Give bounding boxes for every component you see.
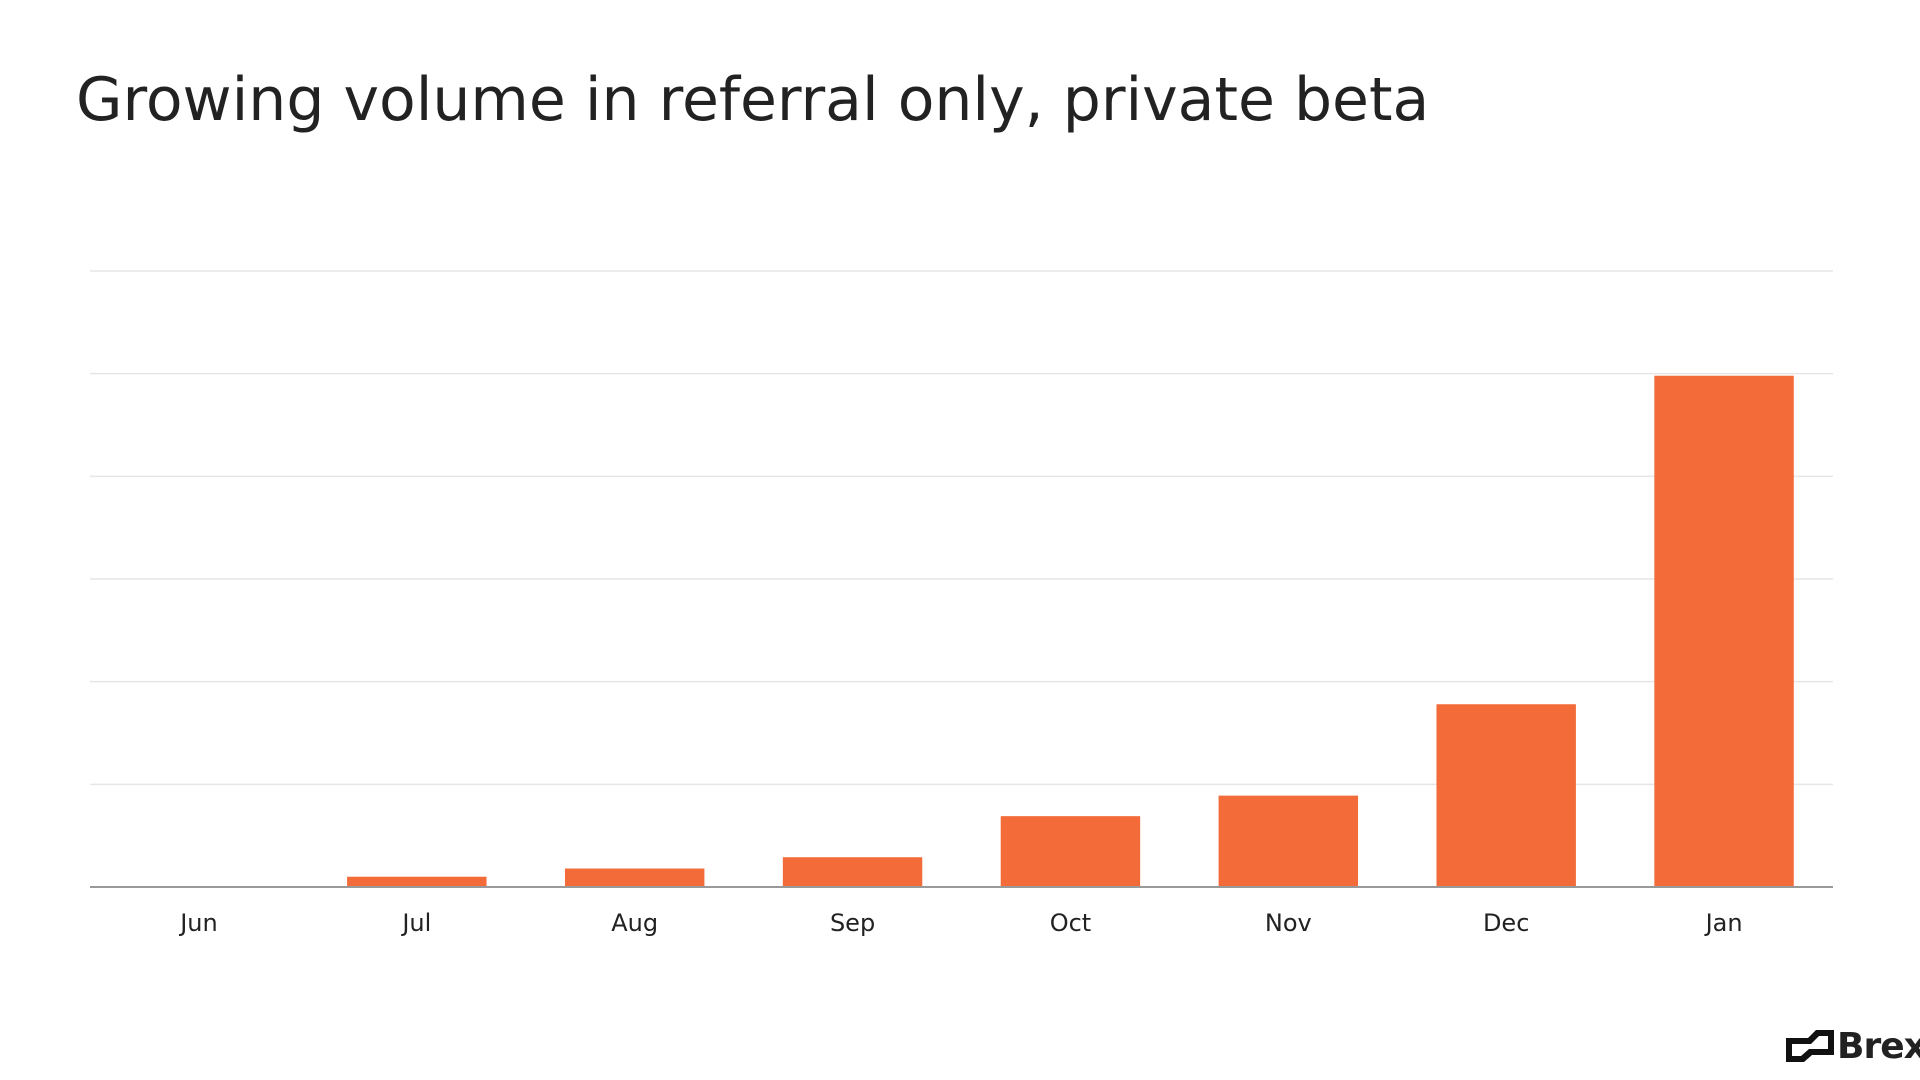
bar xyxy=(564,868,705,887)
x-tick-label: Oct xyxy=(1050,909,1092,937)
x-tick-label: Jun xyxy=(178,909,218,937)
x-tick-label: Aug xyxy=(611,909,658,937)
bar xyxy=(1218,795,1359,887)
bar xyxy=(1000,816,1141,887)
x-tick-label: Jan xyxy=(1704,909,1743,937)
x-tick-label: Jul xyxy=(400,909,431,937)
logo-icon xyxy=(1786,1030,1834,1062)
x-tick-label: Sep xyxy=(830,909,875,937)
bar xyxy=(1654,375,1794,887)
logo-text: Brex xyxy=(1837,1026,1920,1067)
x-tick-label: Dec xyxy=(1483,909,1529,937)
bar xyxy=(347,876,487,887)
brex-logo: Brex xyxy=(1786,1026,1920,1067)
bar xyxy=(1436,704,1576,887)
chart-title: Growing volume in referral only, private… xyxy=(76,65,1429,135)
x-tick-label: Nov xyxy=(1265,909,1312,937)
bar xyxy=(782,857,923,887)
